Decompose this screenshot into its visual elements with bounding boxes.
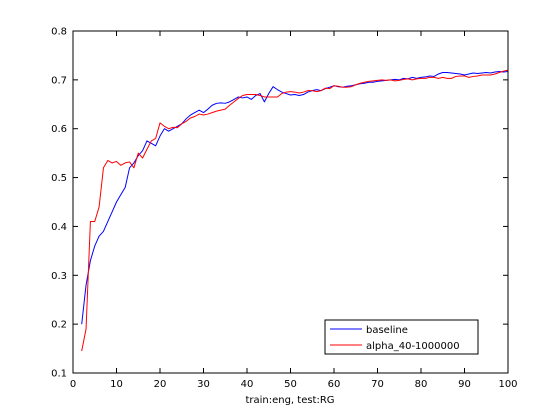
- y-tick-label: 0.5: [51, 173, 67, 184]
- x-tick-label: 20: [154, 379, 167, 390]
- x-tick-label: 100: [498, 379, 517, 390]
- x-axis-title: train:eng, test:RG: [245, 395, 334, 406]
- x-tick-label: 30: [197, 379, 210, 390]
- y-tick-label: 0.3: [51, 271, 67, 282]
- tick-labels-group: 0 10 20 30 40 50 60 70 80 90 100 0.1 0.2 0.3 0.4 0.5 0.6…: [51, 27, 517, 391]
- plot-area: [73, 31, 508, 373]
- legend-label-baseline: baseline: [366, 325, 408, 336]
- x-tick-label: 40: [241, 379, 254, 390]
- x-tick-label: 90: [458, 379, 471, 390]
- y-tick-label: 0.8: [51, 27, 67, 38]
- y-tick-label: 0.2: [51, 320, 67, 331]
- y-tick-label: 0.1: [51, 369, 67, 380]
- legend-box: [324, 319, 479, 355]
- series-line-0: [81, 71, 509, 325]
- x-tick-label: 50: [284, 379, 297, 390]
- y-tick-label: 0.7: [51, 75, 67, 86]
- x-tick-label: 10: [110, 379, 123, 390]
- ticks-group: [72, 30, 509, 374]
- legend: baseline alpha_40-1000000: [324, 319, 479, 355]
- series-group: [81, 69, 509, 352]
- x-tick-label: 70: [371, 379, 384, 390]
- x-tick-label: 80: [415, 379, 428, 390]
- y-tick-label: 0.6: [51, 124, 67, 135]
- series-line-1: [81, 69, 509, 352]
- x-tick-label: 60: [328, 379, 341, 390]
- y-tick-label: 0.4: [51, 222, 67, 233]
- x-tick-label: 0: [70, 379, 76, 390]
- legend-label-alpha: alpha_40-1000000: [366, 341, 460, 352]
